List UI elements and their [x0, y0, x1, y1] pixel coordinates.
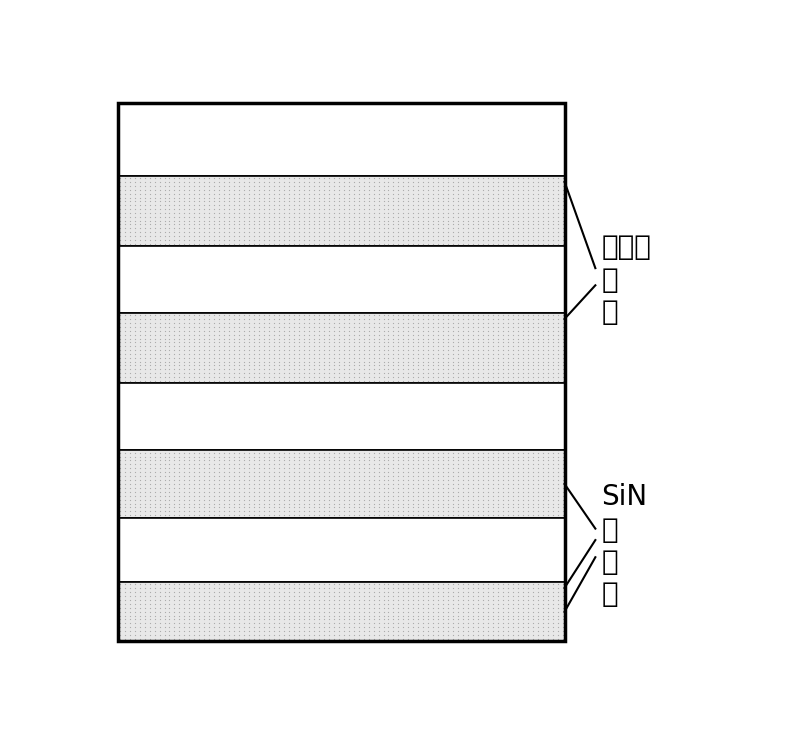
- Bar: [118, 246, 564, 314]
- Bar: [118, 518, 564, 582]
- Bar: [118, 103, 564, 176]
- Text: 种子窗
口
区: 种子窗 口 区: [602, 233, 651, 326]
- Bar: [118, 582, 564, 641]
- Text: SiN
掮
膜
区: SiN 掮 膜 区: [602, 483, 648, 609]
- Bar: [118, 103, 564, 641]
- Bar: [118, 176, 564, 246]
- Bar: [118, 383, 564, 450]
- Bar: [118, 450, 564, 518]
- Bar: [118, 314, 564, 383]
